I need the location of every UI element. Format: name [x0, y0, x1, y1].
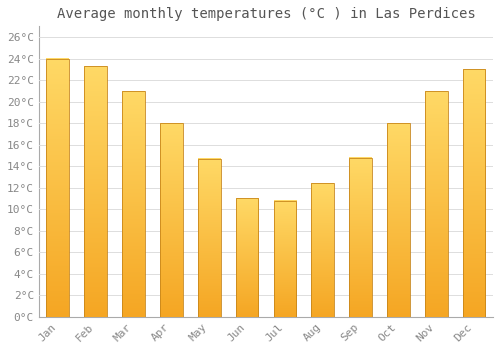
Bar — [312, 183, 334, 317]
Title: Average monthly temperatures (°C ) in Las Perdices: Average monthly temperatures (°C ) in La… — [56, 7, 476, 21]
Bar — [463, 69, 485, 317]
Bar — [198, 159, 220, 317]
Bar — [160, 123, 182, 317]
Bar — [349, 158, 372, 317]
Bar — [274, 201, 296, 317]
Bar — [387, 123, 410, 317]
Bar — [236, 198, 258, 317]
Bar — [46, 58, 69, 317]
Bar — [122, 91, 145, 317]
Bar — [84, 66, 107, 317]
Bar — [425, 91, 448, 317]
